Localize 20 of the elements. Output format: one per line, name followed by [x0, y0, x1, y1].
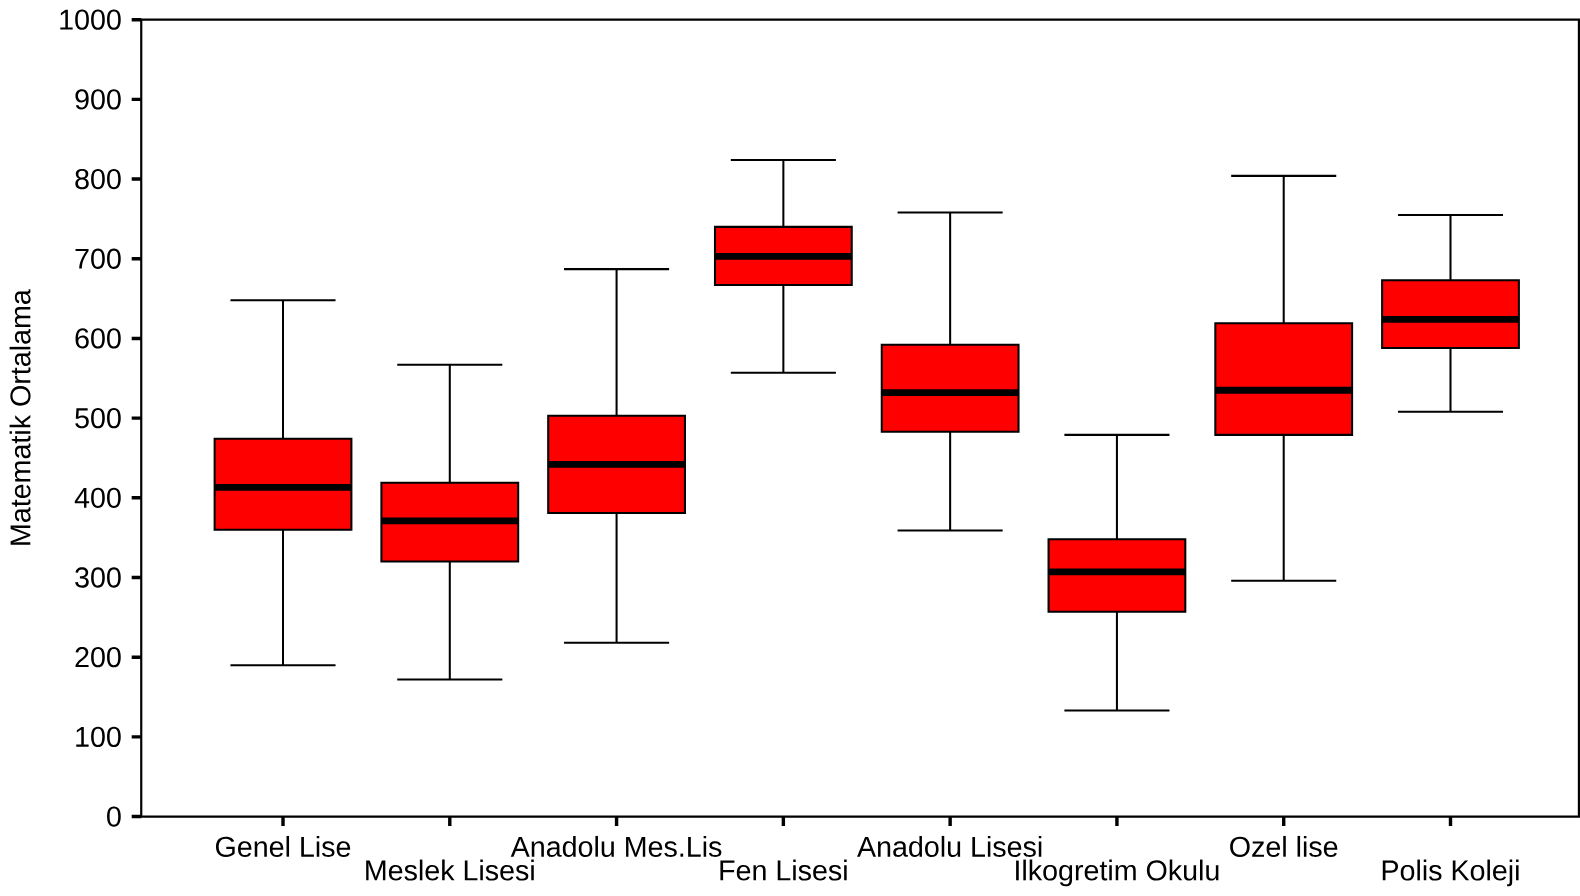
- x-tick-label: Fen Lisesi: [720, 859, 847, 881]
- x-tick-label: Ilkogretim Okulu: [1016, 859, 1219, 887]
- y-tick-label: 100: [76, 726, 121, 748]
- x-tick-label: Anadolu Lisesi: [857, 836, 1042, 858]
- y-tick-label: 800: [75, 169, 121, 190]
- x-tick-label: Meslek Lisesi: [366, 859, 534, 881]
- x-tick-label: Genel Lise: [215, 836, 351, 858]
- x-tick-label: Ozel lise: [1230, 836, 1338, 858]
- y-tick-label: 400: [74, 487, 121, 509]
- y-tick-label: 300: [75, 567, 121, 588]
- x-tick-label: Anadolu Mes.Lis: [510, 836, 722, 858]
- y-tick-label: 500: [75, 408, 121, 429]
- y-tick-label: 1000: [60, 9, 121, 30]
- x-tick-label: Polis Koleji: [1382, 859, 1519, 887]
- y-tick-label: 600: [75, 328, 121, 349]
- y-tick-label: 200: [75, 647, 121, 668]
- y-tick-label: 900: [75, 89, 121, 110]
- y-tick-label: 700: [75, 248, 121, 269]
- y-axis-title: Matematik Ortalama: [9, 289, 31, 545]
- y-tick-label: 0: [107, 806, 121, 827]
